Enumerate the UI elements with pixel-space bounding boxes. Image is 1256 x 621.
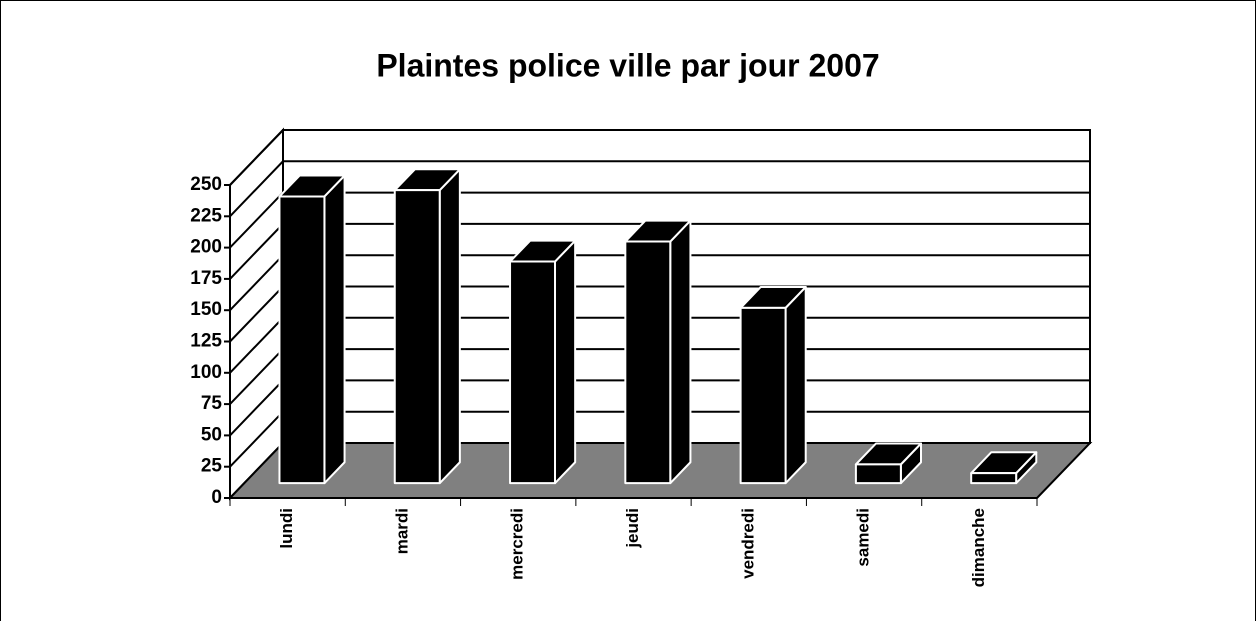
- bar-side: [438, 168, 461, 485]
- x-tick-label: lundi: [277, 508, 296, 549]
- bar: [393, 168, 461, 485]
- bar: [278, 174, 346, 485]
- chart-title: Plaintes police ville par jour 2007: [376, 47, 879, 83]
- bar-front: [393, 189, 441, 485]
- x-tick-label: jeudi: [623, 508, 642, 549]
- y-tick-label: 175: [190, 268, 222, 289]
- x-tick-label: dimanche: [969, 508, 988, 587]
- bar-front: [970, 472, 1018, 485]
- x-tick-label: mardi: [392, 508, 411, 554]
- x-tick-label: samedi: [854, 508, 873, 567]
- bar: [739, 285, 807, 485]
- y-tick-label: 225: [190, 205, 222, 226]
- bar-front: [739, 306, 787, 485]
- bar-side: [554, 239, 577, 485]
- y-tick-label: 75: [201, 393, 223, 414]
- y-tick-label: 250: [190, 174, 222, 195]
- bar-side: [669, 219, 692, 485]
- y-tick-label: 150: [190, 299, 222, 320]
- bar-side: [784, 285, 807, 485]
- y-tick-label: 0: [211, 487, 222, 508]
- bar-front: [278, 195, 326, 485]
- y-tick-label: 100: [190, 362, 222, 383]
- grid-line: [229, 160, 1090, 217]
- grid-line: [229, 129, 1090, 186]
- bar-front: [854, 463, 902, 485]
- x-tick-label: mercredi: [508, 508, 527, 580]
- bar-front: [509, 260, 557, 485]
- bar-side: [323, 174, 346, 485]
- y-tick-label: 25: [201, 456, 223, 477]
- bar: [854, 442, 923, 485]
- x-tick-label: vendredi: [738, 508, 757, 579]
- y-tick-label: 50: [201, 424, 222, 445]
- y-tick-label: 200: [190, 237, 222, 258]
- y-tick-label: 125: [190, 331, 222, 352]
- bar-front: [624, 240, 672, 485]
- bar: [970, 451, 1038, 485]
- bar: [509, 239, 577, 485]
- bar: [624, 219, 692, 485]
